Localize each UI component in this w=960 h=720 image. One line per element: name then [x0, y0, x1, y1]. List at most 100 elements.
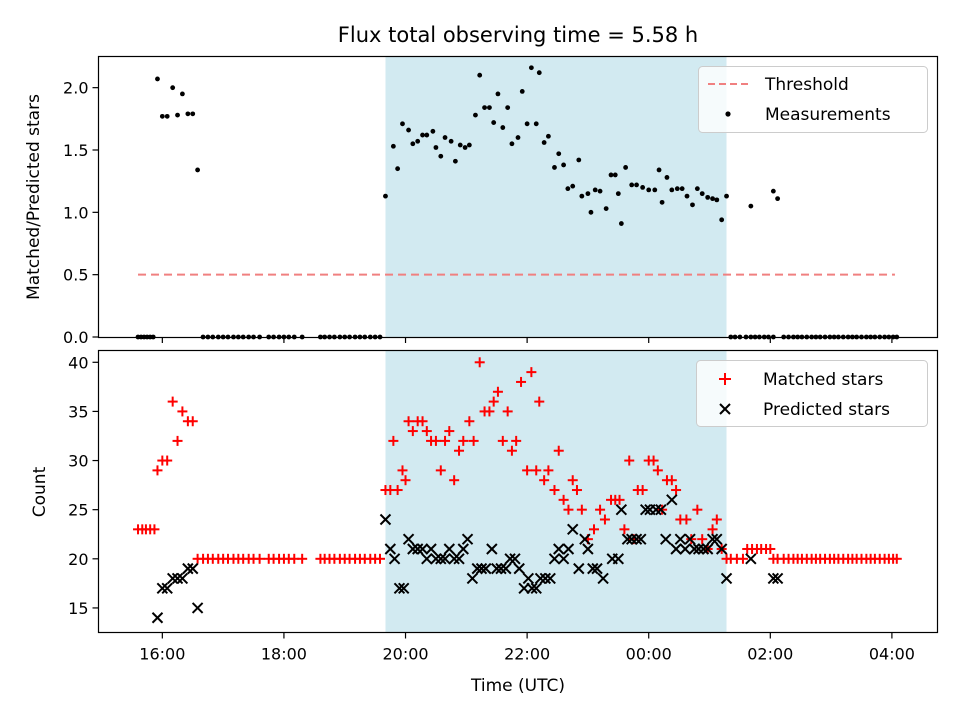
matched-star-point	[167, 396, 178, 407]
predicted-star-point	[480, 562, 492, 575]
predicted-star-point	[615, 503, 628, 516]
matched-star-point	[588, 524, 599, 535]
matched-star-point	[374, 553, 385, 564]
measurement-point	[608, 172, 614, 178]
matched-star-point	[397, 465, 408, 476]
measurement-point	[395, 166, 401, 172]
measurement-point	[552, 165, 557, 170]
measurement-point	[664, 175, 670, 180]
bottom-axes-frame	[97, 349, 939, 634]
measurement-point	[545, 133, 551, 139]
predicted-star-point	[156, 582, 169, 594]
legend-measurements-swatch	[725, 111, 731, 117]
matched-star-point	[488, 396, 499, 407]
predicted-star-point	[684, 533, 696, 545]
matched-star-point	[516, 376, 527, 387]
predicted-star-point	[522, 572, 535, 585]
matched-star-point	[711, 514, 722, 525]
bottom-y-axis-label: Count	[30, 466, 50, 517]
matched-star-point	[444, 426, 455, 437]
y-tick-label: 1.0	[63, 203, 88, 222]
measurement-point	[699, 191, 705, 197]
predicted-star-point	[666, 494, 678, 506]
y-tick-label: 30	[68, 452, 88, 471]
bottom-points-layer	[133, 357, 902, 624]
measurement-point	[618, 221, 624, 226]
predicted-star-point	[548, 553, 561, 565]
predicted-star-point	[443, 543, 456, 555]
measurement-point	[515, 135, 521, 140]
measurement-point	[690, 202, 695, 208]
matched-star-point	[549, 485, 560, 496]
predicted-star-point	[187, 562, 199, 575]
predicted-star-point	[688, 543, 701, 555]
predicted-star-point	[161, 582, 173, 594]
x-tick-label: 02:00	[747, 645, 793, 664]
measurement-point	[533, 121, 539, 127]
matched-star-point	[400, 475, 411, 486]
measurement-point	[646, 187, 652, 193]
measurement-point	[390, 143, 396, 149]
x-tick-label: 00:00	[626, 645, 672, 664]
matched-star-point	[177, 406, 188, 417]
x-axis-label: Time (UTC)	[470, 676, 565, 696]
measurement-point	[640, 185, 646, 190]
measurement-point	[420, 132, 425, 138]
measurement-point	[442, 135, 448, 140]
predicted-star-point	[421, 553, 433, 565]
measurement-point	[710, 196, 715, 202]
predicted-star-point	[425, 543, 437, 555]
measurement-point	[180, 91, 185, 97]
legend-measurements-label: Measurements	[765, 105, 891, 125]
predicted-star-point	[767, 572, 780, 585]
matched-star-point	[697, 534, 708, 545]
measurement-point	[561, 162, 566, 168]
matched-star-point	[407, 426, 418, 437]
predicted-star-point	[625, 533, 638, 545]
predicted-star-point	[670, 543, 682, 555]
matched-star-point	[152, 465, 163, 476]
matched-star-point	[458, 435, 469, 446]
matched-star-point	[571, 485, 582, 496]
matched-star-point	[567, 475, 578, 486]
predicted-star-point	[582, 543, 594, 555]
measurement-point	[424, 132, 430, 138]
predicted-star-point	[388, 553, 401, 565]
matched-star-point	[648, 455, 659, 466]
measurement-point	[462, 145, 468, 150]
matched-star-point	[511, 435, 522, 446]
measurement-point	[164, 113, 170, 119]
measurement-point	[623, 165, 629, 170]
predicted-star-point	[701, 543, 714, 555]
panel-top-ratio: 0.00.51.01.52.0 Matched/Predicted stars …	[24, 55, 939, 347]
measurement-point	[487, 105, 492, 111]
predicted-star-point	[491, 562, 503, 575]
predicted-star-point	[453, 553, 465, 565]
bottom-x-ticks: 16:00 18:00 20:00 22:00 00:00 02:00 04:00	[139, 632, 915, 664]
measurement-point	[536, 70, 542, 76]
predicted-star-point	[534, 572, 547, 585]
predicted-star-point	[591, 562, 603, 575]
measurement-point	[556, 151, 562, 157]
predicted-star-point	[526, 582, 538, 594]
measurement-point	[612, 172, 618, 178]
measurement-point	[592, 187, 598, 193]
measurement-point	[473, 112, 478, 118]
measurement-point	[406, 127, 411, 133]
matched-star-point	[484, 406, 495, 417]
predicted-star-point	[621, 533, 634, 545]
predicted-star-point	[660, 533, 672, 545]
predicted-star-point	[674, 533, 687, 545]
measurement-point	[195, 167, 200, 173]
predicted-star-point	[457, 543, 469, 555]
measurement-point	[719, 217, 725, 223]
predicted-star-point	[579, 533, 591, 545]
measurement-point	[576, 157, 582, 163]
measurement-point	[684, 193, 690, 199]
x-tick-label: 04:00	[869, 645, 915, 664]
matched-star-point	[468, 435, 479, 446]
matched-star-point	[599, 514, 610, 525]
measurement-point	[430, 128, 436, 134]
matched-star-point	[502, 406, 513, 417]
measurement-point	[524, 121, 530, 127]
